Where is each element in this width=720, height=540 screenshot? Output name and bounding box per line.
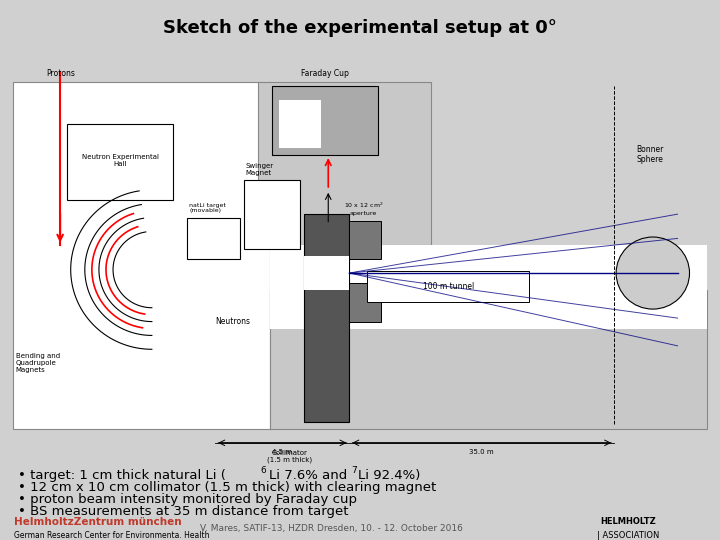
Text: • 12 cm x 10 cm collimator (1.5 m thick) with clearing magnet: • 12 cm x 10 cm collimator (1.5 m thick)… [18, 482, 436, 495]
FancyBboxPatch shape [349, 284, 381, 322]
FancyBboxPatch shape [271, 86, 377, 156]
FancyBboxPatch shape [271, 291, 707, 429]
FancyBboxPatch shape [279, 100, 321, 149]
Text: Faraday Cup: Faraday Cup [301, 69, 348, 78]
FancyBboxPatch shape [349, 221, 381, 259]
FancyBboxPatch shape [187, 218, 240, 259]
Text: Collimator
(1.5 m thick): Collimator (1.5 m thick) [267, 450, 312, 463]
Text: Li 92.4%): Li 92.4%) [358, 469, 420, 482]
FancyBboxPatch shape [13, 83, 271, 429]
FancyBboxPatch shape [304, 256, 349, 291]
Text: Sketch of the experimental setup at 0°: Sketch of the experimental setup at 0° [163, 19, 557, 37]
Text: 10 x 12 cm$^2$
aperture: 10 x 12 cm$^2$ aperture [343, 201, 383, 216]
Text: Li 7.6% and: Li 7.6% and [269, 469, 351, 482]
Text: 4.5 m: 4.5 m [272, 449, 292, 455]
Text: 100 m tunnel: 100 m tunnel [423, 282, 474, 291]
Text: Bonner
Sphere: Bonner Sphere [636, 145, 664, 164]
Text: Bending and
Quadrupole
Magnets: Bending and Quadrupole Magnets [16, 353, 60, 373]
Text: • BS measurements at 35 m distance from target: • BS measurements at 35 m distance from … [18, 505, 348, 518]
Text: German Research Center for Environmenta. Health: German Research Center for Environmenta.… [14, 531, 210, 540]
Text: | ASSOCIATION: | ASSOCIATION [597, 531, 660, 540]
Text: HELMHOLTZ: HELMHOLTZ [600, 517, 656, 526]
Text: • target: 1 cm thick natural Li (: • target: 1 cm thick natural Li ( [18, 469, 225, 482]
Text: Swinger
Magnet: Swinger Magnet [246, 163, 274, 176]
Text: natLi target
(movable): natLi target (movable) [189, 202, 226, 213]
FancyBboxPatch shape [367, 271, 529, 302]
Text: 6: 6 [261, 465, 266, 475]
Text: HelmholtzZentrum münchen: HelmholtzZentrum münchen [14, 517, 182, 527]
FancyBboxPatch shape [258, 83, 431, 245]
Text: Protons: Protons [46, 69, 75, 78]
FancyBboxPatch shape [271, 245, 707, 328]
FancyBboxPatch shape [304, 214, 349, 422]
Text: V. Mares, SATIF-13, HZDR Dresden, 10. - 12. October 2016: V. Mares, SATIF-13, HZDR Dresden, 10. - … [200, 524, 463, 533]
Circle shape [616, 237, 690, 309]
Text: Neutrons: Neutrons [215, 317, 251, 326]
Text: • proton beam intensity monitored by Faraday cup: • proton beam intensity monitored by Far… [18, 493, 357, 506]
FancyBboxPatch shape [243, 179, 300, 249]
Text: 35.0 m: 35.0 m [469, 449, 494, 455]
FancyBboxPatch shape [67, 124, 173, 200]
Text: 7: 7 [351, 465, 356, 475]
Text: Neutron Experimental
Hall: Neutron Experimental Hall [81, 154, 158, 167]
